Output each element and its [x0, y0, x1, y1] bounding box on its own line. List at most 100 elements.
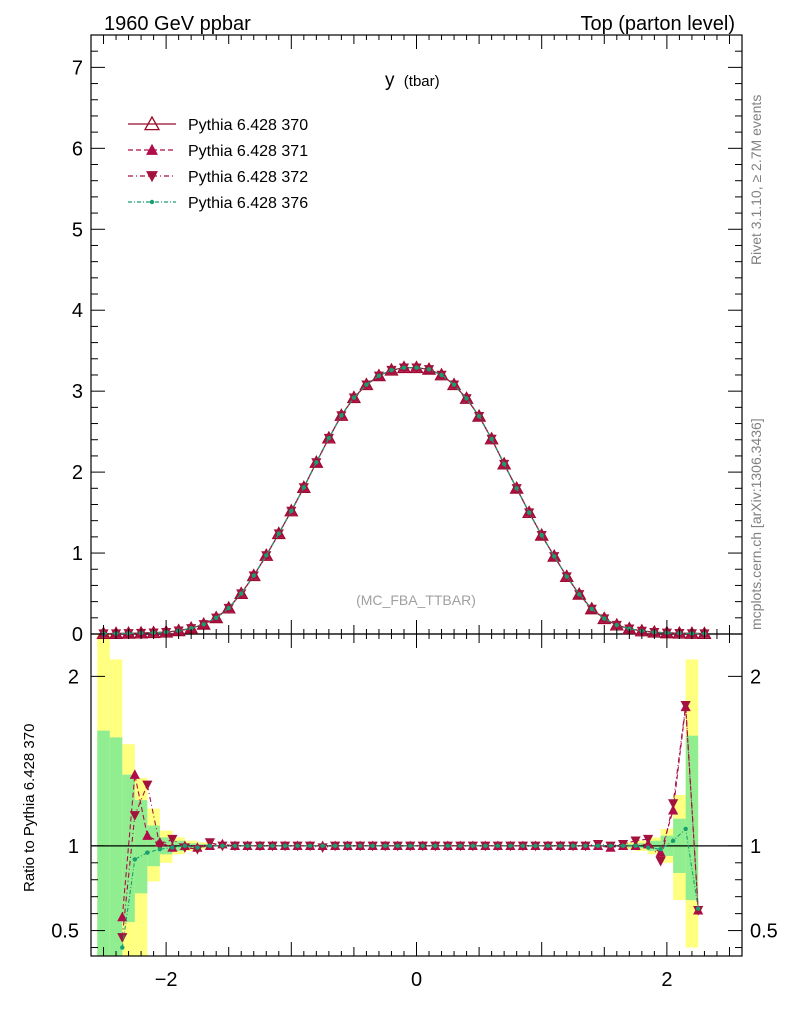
legend-symbol-372: [128, 171, 176, 183]
legend-label-370: Pythia 6.428 370: [188, 117, 308, 134]
legend-label-376: Pythia 6.428 376: [188, 195, 308, 212]
data-point: [204, 838, 216, 848]
data-point: [154, 841, 165, 852]
data-point: [146, 171, 158, 183]
data-point: [501, 461, 507, 467]
data-point: [508, 843, 513, 849]
data-point: [320, 843, 325, 849]
data-point: [627, 626, 632, 631]
data-point: [239, 591, 244, 596]
data-point: [520, 843, 526, 849]
y-tick-label: 3: [72, 381, 83, 403]
data-point: [539, 533, 544, 538]
ratio-y-tick-label-right: 0.5: [750, 921, 778, 943]
data-point: [143, 115, 161, 131]
data-point: [683, 826, 688, 832]
data-point: [614, 622, 620, 628]
data-point: [552, 554, 557, 559]
ratio-series-line: [121, 827, 699, 948]
data-point: [476, 414, 482, 419]
data-point: [680, 700, 691, 711]
data-point: [332, 843, 338, 849]
data-point: [142, 830, 153, 840]
plot-title-main: y: [385, 70, 395, 91]
data-point: [145, 850, 150, 855]
data-point: [383, 843, 388, 849]
data-point: [514, 486, 519, 491]
ratio-y-tick-label: 1: [68, 836, 79, 858]
plot-title: y (tbar): [385, 70, 440, 91]
legend-symbol-371: [128, 143, 176, 155]
data-point: [633, 843, 638, 849]
legend-entry: Pythia 6.428 376: [128, 195, 308, 212]
data-point: [489, 436, 494, 442]
data-point: [220, 843, 225, 849]
y-tick-label: 0: [72, 624, 83, 646]
data-point: [195, 845, 200, 850]
data-point: [364, 382, 369, 387]
main-series-group: [96, 360, 712, 640]
ratio-y-tick-label-right: 2: [750, 666, 761, 688]
data-point: [655, 856, 666, 867]
ratio-uncertainty-bands: [97, 634, 699, 956]
legend-label-371: Pythia 6.428 371: [188, 143, 308, 160]
data-point: [526, 510, 532, 515]
ratio-series-line: [121, 705, 699, 938]
data-point: [251, 573, 256, 578]
plot-title-sub: (tbar): [404, 73, 440, 90]
data-point: [414, 365, 419, 370]
data-point: [146, 143, 158, 155]
data-point: [693, 906, 704, 916]
data-point: [157, 847, 163, 852]
legend-entry: Pythia 6.428 371: [128, 143, 308, 160]
data-point: [495, 843, 501, 849]
data-point: [207, 843, 213, 849]
ratio-series-371: [117, 701, 704, 922]
y-tick-label: 1: [72, 543, 83, 565]
data-point: [188, 626, 194, 631]
y-tick-label: 5: [72, 219, 83, 241]
data-point: [668, 799, 679, 809]
data-point: [257, 843, 263, 849]
legend-entry: Pythia 6.428 372: [128, 169, 308, 186]
header-right-label: Top (parton level): [580, 13, 735, 35]
data-point: [545, 843, 551, 849]
ratio-band-green: [134, 800, 148, 894]
series-376: [101, 365, 707, 636]
data-point: [458, 843, 463, 849]
data-point: [307, 843, 313, 849]
ratio-series-376: [120, 826, 701, 950]
ratio-y-tick-label: 0.5: [51, 921, 79, 943]
data-point: [420, 843, 425, 849]
ratio-series-372: [117, 700, 704, 943]
data-point: [117, 911, 128, 922]
ratio-band-green: [97, 730, 110, 956]
data-point: [245, 843, 250, 849]
data-point: [326, 435, 332, 441]
data-point: [117, 933, 128, 943]
data-point: [451, 382, 457, 387]
ratio-series-group: [117, 700, 704, 950]
data-point: [608, 843, 613, 849]
data-point: [264, 553, 269, 558]
ratio-y-tick-label: 2: [68, 666, 79, 688]
data-point: [389, 367, 394, 373]
ratio-panel-border: [90, 633, 743, 957]
data-point: [301, 485, 307, 490]
data-point: [170, 845, 175, 850]
data-point: [339, 413, 344, 418]
data-point: [408, 843, 413, 849]
data-point: [464, 396, 469, 401]
data-point: [142, 780, 153, 791]
data-point: [645, 845, 651, 850]
data-point: [226, 605, 231, 611]
legend-entry: Pythia 6.428 370: [128, 115, 308, 134]
y-tick-label: 2: [72, 462, 83, 484]
data-point: [583, 843, 588, 849]
data-point: [445, 843, 450, 849]
ratio-y-tick-label-right: 1: [750, 836, 761, 858]
data-point: [129, 811, 140, 821]
analysis-watermark: (MC_FBA_TTBAR): [356, 592, 476, 608]
legend-symbol-376: [128, 199, 176, 205]
